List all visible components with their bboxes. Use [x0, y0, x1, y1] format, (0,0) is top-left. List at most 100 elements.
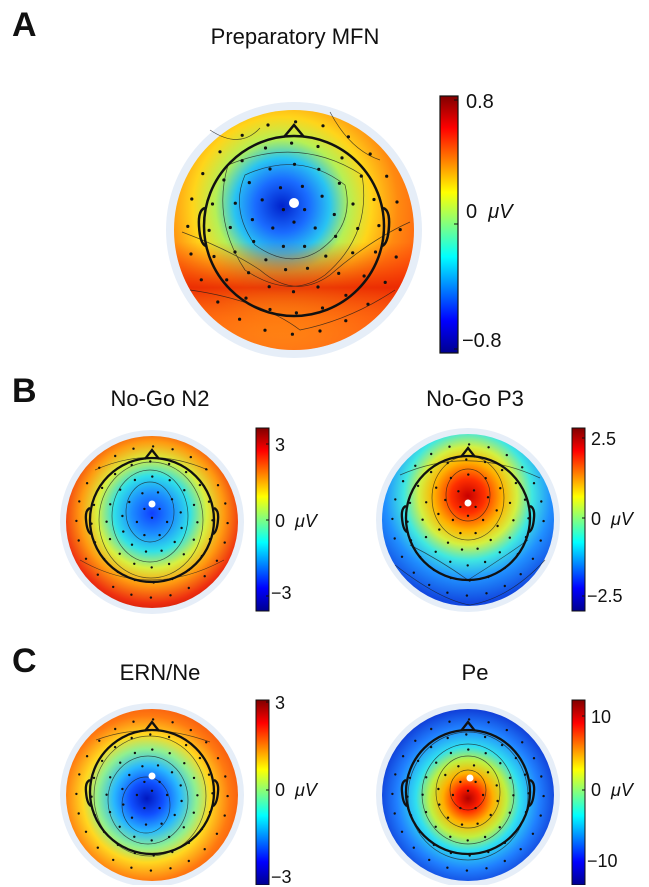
electrode-dot [359, 174, 363, 178]
electrode-dot [460, 823, 464, 826]
topomap-ern [60, 703, 244, 885]
electrode-dot [132, 447, 135, 450]
electrode-dot [113, 745, 117, 749]
electrode-dot [505, 453, 508, 457]
electrode-dot [317, 167, 321, 171]
electrode-dot [167, 562, 171, 566]
colorbar-mfn-mid: 0 μV [466, 202, 513, 222]
electrode-dot [223, 814, 226, 817]
electrode-dot [448, 445, 451, 448]
electrode-dot [223, 541, 226, 544]
electrode-dot [156, 764, 160, 767]
electrode-dot [465, 458, 468, 461]
electrode-dot [205, 468, 208, 471]
electrode-dot [263, 146, 268, 150]
electrode-dot [118, 552, 121, 555]
electrode-dot [466, 789, 470, 792]
electrode-dot [128, 500, 131, 504]
electrode-dot [85, 755, 89, 758]
electrode-dot [320, 306, 325, 310]
electrode-dot [395, 200, 399, 204]
electrode-dot [143, 806, 146, 810]
electrode-dot [222, 178, 226, 182]
electrode-dot [430, 727, 433, 731]
electrode-dot [268, 307, 272, 312]
electrode-dot [167, 735, 171, 739]
electrode-dot [435, 486, 438, 489]
electrode-dot [468, 579, 471, 582]
electrode-dot [400, 555, 404, 558]
electrode-dot [467, 748, 470, 751]
electrode-dot [119, 761, 122, 764]
electrode-dot [377, 224, 381, 228]
electrode-dot [459, 780, 462, 784]
electrode-dot [398, 228, 402, 232]
topomap-mfn [166, 102, 422, 358]
electrode-dot [523, 498, 527, 501]
colorbar-ern [255, 699, 270, 885]
electrode-dot [394, 498, 397, 501]
electrode-dot [424, 535, 428, 539]
electrode-dot [218, 150, 222, 154]
electrode-dot [133, 835, 136, 838]
electrode-dot [118, 825, 121, 828]
electrode-dot [432, 843, 436, 847]
electrode-dot [414, 739, 417, 742]
electrode-dot [182, 826, 185, 829]
electrode-dot [291, 290, 296, 294]
electrode-dot [503, 566, 507, 570]
electrode-dot [151, 748, 154, 751]
electrode-dot [508, 811, 511, 814]
electrode-dot [187, 859, 190, 863]
electrode-dot [170, 771, 174, 774]
electrode-dot [247, 271, 251, 275]
electrode-dot [337, 271, 341, 275]
electrode-dot [168, 752, 171, 755]
electrode-dot [187, 568, 191, 572]
electrode-dot [260, 198, 264, 202]
electrode-dot [96, 846, 100, 849]
electrode-dot [523, 773, 527, 776]
electrode-dot [233, 250, 237, 254]
electrode-dot [149, 596, 153, 599]
electrode-dot [467, 718, 471, 721]
electrode-dot [173, 540, 176, 544]
colorbar-p3-mid: 0 μV [591, 510, 633, 528]
electrode-dot [465, 733, 468, 736]
electrode-dot [429, 745, 433, 749]
colorbar-mfn-max: 0.8 [466, 91, 494, 113]
electrode-dot [428, 583, 431, 587]
topomap-n2 [60, 430, 244, 614]
electrode-dot [121, 514, 124, 518]
electrode-dot [240, 159, 244, 163]
electrode-dot [199, 278, 203, 282]
electrode-dot [324, 254, 328, 258]
electrode-dot [121, 787, 124, 791]
electrode-dot [212, 254, 216, 259]
electrode-dot [196, 794, 199, 797]
electrode-dot [366, 302, 370, 306]
electrode-dot [122, 803, 125, 806]
electrode-dot [495, 784, 498, 787]
electrode-dot [313, 226, 317, 230]
electrode-dot [215, 559, 219, 562]
electrode-dot [466, 839, 469, 842]
electrode-dot [412, 846, 415, 849]
electrode-dot [294, 311, 298, 315]
electrode-dot [449, 576, 453, 580]
electrode-dot [514, 481, 518, 485]
electrode-dot [539, 539, 542, 542]
electrode-dot [425, 501, 428, 504]
electrode-dot [201, 172, 205, 176]
electrode-dot [303, 244, 307, 248]
electrode-dot [278, 186, 283, 190]
electrode-dot [435, 761, 438, 764]
electrode-dot [198, 756, 202, 760]
electrode-dot [508, 776, 512, 780]
electrode-dot [268, 167, 272, 171]
colorbar-n2-min: −3 [271, 583, 292, 603]
electrode-dot [226, 521, 229, 525]
electrode-dot [152, 581, 155, 584]
electrode-dot [527, 792, 530, 795]
electrode-dot [527, 517, 530, 520]
